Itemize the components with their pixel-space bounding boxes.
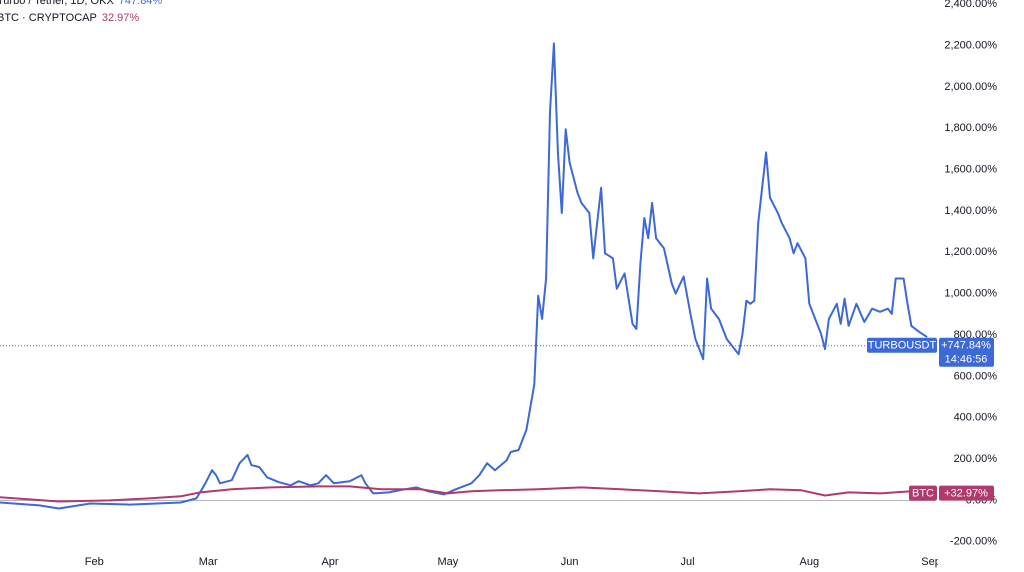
y-tick-label: 2,000.00% [944, 81, 997, 93]
countdown: 14:46:56 [945, 354, 988, 366]
x-tick-label: Mar [199, 556, 218, 568]
legend-value: 747.84% [119, 0, 163, 7]
y-tick-label: 2,400.00% [944, 0, 997, 10]
price-label-box [939, 337, 994, 367]
price-label-box [939, 485, 994, 501]
series-tag-box [909, 485, 937, 501]
x-tick-label: Aug [799, 556, 819, 568]
y-tick-label: 1,200.00% [944, 246, 997, 258]
series-tag-box [867, 337, 937, 353]
y-tick-label: 2,200.00% [944, 39, 997, 51]
price-label: +747.84% [941, 340, 991, 352]
legend-value: 32.97% [102, 12, 140, 24]
x-tick-label: Sep [921, 556, 941, 568]
price-axis: -200.00%0.00%200.00%400.00%600.00%800.00… [944, 0, 997, 548]
x-tick-label: Feb [85, 556, 104, 568]
series-tag: TURBOUSDT [868, 340, 937, 352]
y-tick-label: 600.00% [954, 370, 998, 382]
legend-name: BTC · CRYPTOCAP [0, 12, 97, 24]
y-tick-label: 1,000.00% [944, 288, 997, 300]
x-tick-label: Apr [321, 556, 338, 568]
series-tag: BTC [912, 488, 934, 500]
x-tick-label: Jun [561, 556, 579, 568]
x-tick-label: May [437, 556, 458, 568]
series-line [0, 485, 928, 503]
x-tick-label: Jul [680, 556, 694, 568]
y-tick-label: 1,400.00% [944, 205, 997, 217]
plot-area: Feb Mar Apr May Jun Jul Aug Sep [0, 42, 941, 568]
y-tick-label: -200.00% [950, 536, 997, 548]
y-tick-label: 200.00% [954, 453, 998, 465]
y-tick-label: 1,800.00% [944, 122, 997, 134]
y-tick-label: 400.00% [954, 412, 998, 424]
series-line [0, 42, 928, 510]
legend-name: Turbo / Tether, 1D, OKX [0, 0, 114, 7]
y-tick-label: 1,600.00% [944, 163, 997, 175]
price-label: +32.97% [944, 488, 988, 500]
